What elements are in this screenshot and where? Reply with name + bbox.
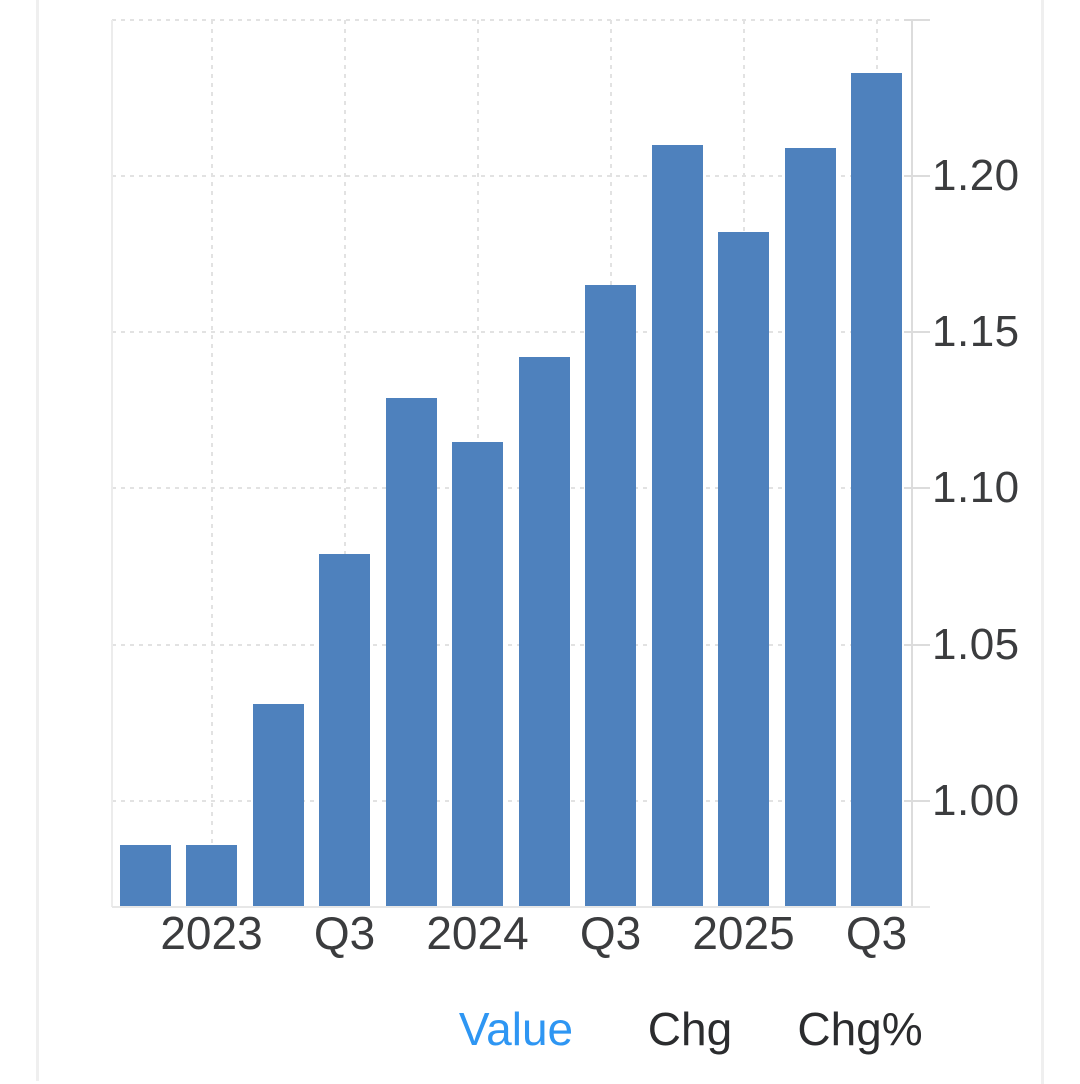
y-axis-tick: [904, 643, 930, 646]
h-gridline: [112, 643, 912, 646]
x-axis-label: 2024: [426, 907, 529, 959]
bar-1[interactable]: [119, 844, 171, 907]
x-axis-label: Q3: [845, 907, 908, 959]
h-gridline: [112, 175, 912, 178]
y-axis-tick: [904, 487, 930, 490]
y-axis-label: 1.00: [932, 775, 1020, 825]
y-axis-tick: [904, 331, 930, 334]
y-axis-tick: [904, 799, 930, 802]
h-gridline: [112, 799, 912, 802]
bar-7[interactable]: [518, 357, 570, 907]
right-panel-divider: [1041, 0, 1044, 1084]
x-axis-baseline: [112, 906, 930, 908]
y-axis-label: 1.05: [932, 619, 1020, 669]
bar-5[interactable]: [385, 397, 437, 907]
tab-chg[interactable]: Chg: [647, 1003, 733, 1055]
y-axis-line-left: [111, 20, 113, 907]
bar-8[interactable]: [585, 285, 636, 907]
bar-4[interactable]: [319, 554, 370, 907]
y-axis-tick: [904, 175, 930, 178]
bar-12[interactable]: [851, 73, 902, 907]
y-axis-label: 1.15: [932, 307, 1020, 357]
h-gridline: [112, 487, 912, 490]
x-axis-label: Q3: [313, 907, 376, 959]
h-gridline: [112, 331, 912, 334]
x-axis-label: 2025: [692, 907, 795, 959]
x-axis-label: Q3: [579, 907, 642, 959]
tab-value[interactable]: Value: [458, 1003, 574, 1055]
bar-3[interactable]: [252, 703, 304, 907]
bar-10[interactable]: [718, 232, 769, 907]
y-axis-line-right: [911, 20, 913, 907]
v-gridline: [343, 20, 346, 907]
y-axis-tick: [904, 19, 930, 21]
v-gridline: [210, 20, 213, 907]
left-panel-divider: [36, 0, 39, 1081]
bar-2[interactable]: [186, 844, 237, 907]
bar-6[interactable]: [452, 441, 503, 907]
bar-9[interactable]: [651, 144, 703, 907]
bar-11[interactable]: [784, 148, 836, 907]
h-gridline: [112, 19, 912, 21]
tab-chg-pct[interactable]: Chg%: [797, 1003, 923, 1055]
x-axis-label: 2023: [160, 907, 263, 959]
y-axis-label: 1.20: [932, 151, 1020, 201]
y-axis-label: 1.10: [932, 463, 1020, 513]
